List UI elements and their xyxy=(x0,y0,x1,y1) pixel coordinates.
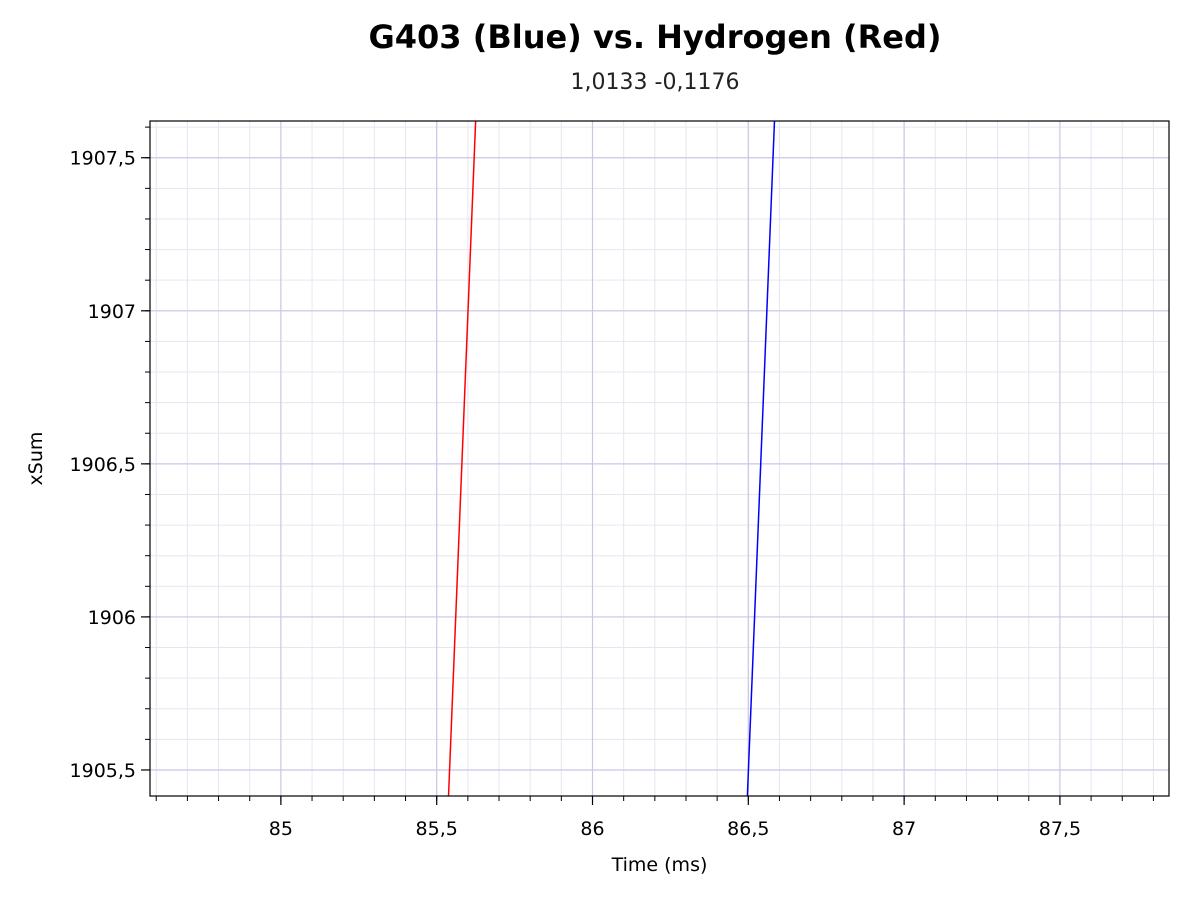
x-tick-label: 85 xyxy=(269,818,293,840)
x-tick-label: 86,5 xyxy=(727,818,769,840)
chart-title: G403 (Blue) vs. Hydrogen (Red) xyxy=(368,18,942,56)
y-tick-label: 1907 xyxy=(88,301,136,323)
y-tick-label: 1906,5 xyxy=(70,454,136,476)
series-lines xyxy=(447,120,776,797)
x-tick-label: 85,5 xyxy=(416,818,458,840)
x-tick-label: 87,5 xyxy=(1039,818,1081,840)
x-tick-label: 86 xyxy=(580,818,604,840)
y-tick-label: 1907,5 xyxy=(70,148,136,170)
x-axis-label: Time (ms) xyxy=(611,854,708,876)
series-line-hydrogen xyxy=(447,120,477,797)
grid xyxy=(150,121,1169,796)
plot-frame xyxy=(149,120,1170,797)
series-line-g403 xyxy=(746,120,776,797)
chart-subtitle: 1,0133 -0,1176 xyxy=(570,70,740,95)
y-tick-label: 1906 xyxy=(88,607,136,629)
axes: 85 85,5 86 86,5 87 87,5 1905,5 1906 1906,5 1907 19… xyxy=(70,126,1154,840)
x-tick-label: 87 xyxy=(892,818,916,840)
y-tick-label: 1905,5 xyxy=(70,760,136,782)
y-axis-label: xSum xyxy=(25,432,47,486)
